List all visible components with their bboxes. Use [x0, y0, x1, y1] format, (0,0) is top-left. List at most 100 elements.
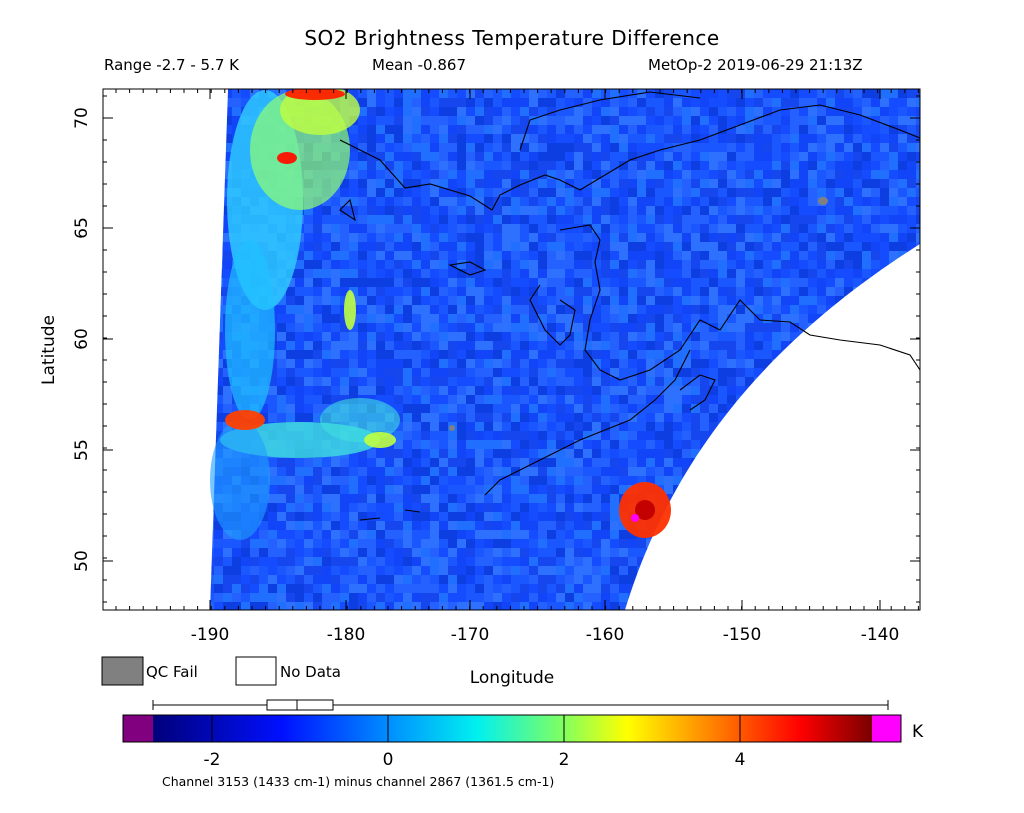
swath-cell [385, 125, 394, 134]
swath-cell [691, 422, 700, 431]
swath-cell [862, 224, 871, 233]
swath-cell [430, 107, 439, 116]
swath-cell [565, 89, 574, 98]
colorbar-tick-label: 0 [383, 750, 394, 770]
swath-cell [763, 188, 772, 197]
swath-cell [574, 89, 583, 98]
swath-cell [394, 431, 403, 440]
swath-cell [394, 206, 403, 215]
swath-cell [457, 422, 466, 431]
swath-cell [394, 107, 403, 116]
swath-cell [322, 323, 331, 332]
swath-cell [610, 278, 619, 287]
swath-cell [799, 179, 808, 188]
swath-cell [394, 539, 403, 548]
swath-cell [547, 557, 556, 566]
swath-cell [421, 152, 430, 161]
swath-cell [493, 404, 502, 413]
swath-cell [376, 503, 385, 512]
swath-cell [844, 98, 853, 107]
swath-cell [709, 107, 718, 116]
swath-cell [745, 116, 754, 125]
swath-cell [466, 278, 475, 287]
swath-cell [664, 440, 673, 449]
swath-cell [214, 368, 223, 377]
swath-cell [529, 98, 538, 107]
swath-cell [385, 305, 394, 314]
swath-cell [529, 224, 538, 233]
swath-cell [601, 584, 610, 593]
qc-fail-swatch [101, 656, 144, 686]
swath-cell [565, 143, 574, 152]
swath-cell [673, 458, 682, 467]
swath-cell [754, 323, 763, 332]
swath-cell [538, 152, 547, 161]
swath-cell [682, 206, 691, 215]
swath-cell [376, 107, 385, 116]
swath-cell [556, 467, 565, 476]
colorbar-over-swatch [872, 715, 901, 742]
swath-cell [646, 404, 655, 413]
swath-cell [817, 296, 826, 305]
swath-cell [304, 494, 313, 503]
swath-cell [358, 269, 367, 278]
swath-cell [862, 170, 871, 179]
swath-cell [286, 287, 295, 296]
swath-cell [547, 566, 556, 575]
swath-cell [394, 188, 403, 197]
swath-cell [304, 278, 313, 287]
swath-cell [322, 350, 331, 359]
swath-cell [691, 116, 700, 125]
swath-cell [502, 197, 511, 206]
swath-cell [367, 242, 376, 251]
swath-cell [781, 314, 790, 323]
swath-cell [520, 341, 529, 350]
swath-cell [601, 260, 610, 269]
swath-cell [520, 224, 529, 233]
swath-cell [484, 431, 493, 440]
swath-cell [592, 368, 601, 377]
swath-cell [502, 188, 511, 197]
swath-cell [448, 296, 457, 305]
swath-cell [286, 368, 295, 377]
swath-cell [214, 413, 223, 422]
swath-cell [358, 224, 367, 233]
swath-cell [466, 359, 475, 368]
swath-cell [700, 350, 709, 359]
swath-cell [790, 314, 799, 323]
swath-cell [871, 89, 880, 98]
swath-cell [817, 233, 826, 242]
swath-cell [313, 323, 322, 332]
swath-cell [538, 476, 547, 485]
swath-cell [241, 575, 250, 584]
swath-cell [898, 125, 907, 134]
swath-cell [799, 278, 808, 287]
swath-cell [547, 260, 556, 269]
swath-cell [547, 224, 556, 233]
swath-cell [250, 566, 259, 575]
swath-cell [421, 548, 430, 557]
swath-cell [511, 278, 520, 287]
swath-cell [331, 287, 340, 296]
swath-cell [457, 125, 466, 134]
swath-cell [709, 89, 718, 98]
swath-cell [430, 242, 439, 251]
swath-cell [493, 251, 502, 260]
swath-cell [367, 278, 376, 287]
swath-cell [511, 242, 520, 251]
swath-cell [754, 350, 763, 359]
swath-cell [295, 377, 304, 386]
swath-cell [619, 278, 628, 287]
swath-cell [385, 449, 394, 458]
swath-cell [448, 107, 457, 116]
swath-cell [835, 170, 844, 179]
swath-cell [502, 404, 511, 413]
swath-cell [385, 350, 394, 359]
swath-cell [412, 431, 421, 440]
swath-cell [421, 530, 430, 539]
swath-cell [817, 170, 826, 179]
swath-cell [448, 332, 457, 341]
swath-cell [709, 134, 718, 143]
swath-cell [412, 314, 421, 323]
swath-cell [448, 485, 457, 494]
